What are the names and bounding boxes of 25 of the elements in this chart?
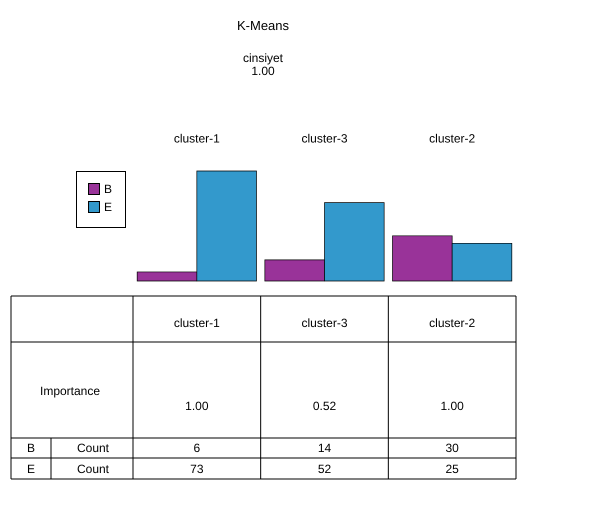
text: 1.00 (251, 64, 275, 78)
text: 1.00 (440, 399, 464, 413)
text: cinsiyet (242, 51, 284, 65)
text: Count (76, 462, 110, 476)
text: Count (76, 441, 110, 455)
data-label: 6 (193, 441, 200, 455)
data-label: 30 (445, 441, 460, 455)
category-label: cluster-3 (301, 316, 348, 330)
text: Importance (40, 384, 100, 398)
category-label: cluster-2 (429, 316, 476, 330)
data-label: 14 (318, 441, 332, 455)
text: 0.52 (312, 399, 336, 413)
text: B (26, 441, 36, 455)
x-tick-label: cluster-2 (429, 132, 476, 146)
data-label: 25 (445, 462, 460, 476)
category-label: cluster-1 (174, 316, 220, 330)
data-label: 73 (190, 462, 204, 476)
text: 1.00 (185, 399, 209, 413)
x-tick-label: cluster-1 (174, 132, 220, 146)
text: E (26, 462, 36, 476)
data-label: 52 (318, 462, 332, 476)
chart-title: K-Means (236, 18, 290, 33)
legend-label: E (104, 200, 112, 214)
legend-label: B (104, 182, 112, 196)
x-tick-label: cluster-3 (301, 132, 348, 146)
